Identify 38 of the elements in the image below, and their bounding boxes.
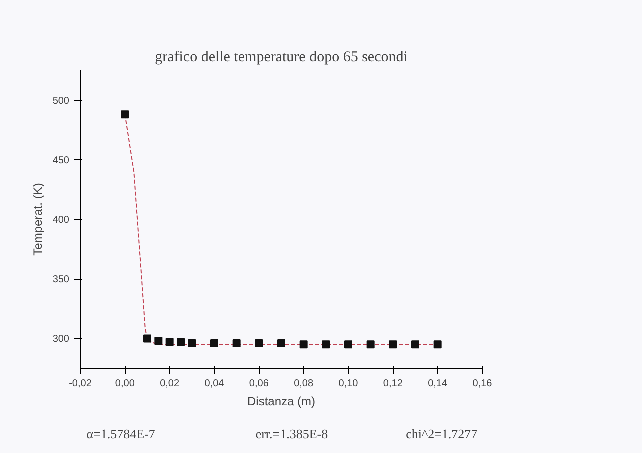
point [166,338,174,346]
y-tick-label: 350 [52,274,70,286]
point [177,338,185,346]
point [366,340,375,349]
y-axis-title: Temperat. (K) [30,183,45,256]
point [121,110,130,119]
point [144,334,152,343]
point [210,339,218,348]
y-tick-label: 300 [52,334,70,346]
chart-title: grafico delle temperature dopo 65 secondi [155,50,408,66]
point [412,340,420,349]
x-tick-label: 0,00 [115,378,136,390]
y-tick-label: 450 [52,155,70,166]
x-tick-label: 0,14 [428,378,448,390]
x-tick-label: -0,02 [69,378,92,390]
y-tick-label: 500 [52,96,70,107]
point [434,340,442,349]
text: α=1.5784E-7 [86,426,156,442]
point [232,339,241,348]
point [389,340,398,349]
point [278,339,286,348]
text: chi^2=1.7277 [406,426,478,442]
x-tick-label: 0,12 [383,378,404,390]
x-tick-label: 0,02 [160,378,180,390]
x-tick-label: 0,04 [204,378,225,390]
x-tick-label: 0,08 [294,378,314,390]
x-tick-label: 0,06 [249,378,270,390]
point [255,339,264,348]
y-tick-label: 400 [52,215,70,226]
x-tick-label: 0,10 [338,378,359,390]
point [300,340,308,349]
point [188,339,196,348]
point [154,337,163,346]
point [344,340,352,349]
point [322,340,330,349]
x-tick-label: 0,16 [472,378,493,390]
text: err.=1.385E-8 [256,426,328,442]
x-axis-title: Distanza (m) [247,394,316,408]
